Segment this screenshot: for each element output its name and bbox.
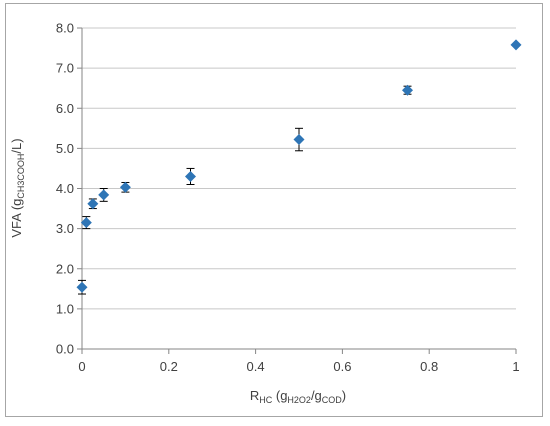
x-axis-title-main: R <box>250 388 259 403</box>
data-point <box>293 134 305 146</box>
chart-area <box>5 3 543 417</box>
y-tick-label: 5.0 <box>56 141 74 156</box>
data-point <box>80 217 92 229</box>
x-tick-label: 0.2 <box>160 359 178 374</box>
y-tick-label: 8.0 <box>56 21 74 36</box>
data-point <box>185 170 196 182</box>
x-tick-label: 0.4 <box>247 359 265 374</box>
data-point <box>98 189 110 201</box>
x-tick-label: 1 <box>512 359 519 374</box>
x-tick-label: 0.6 <box>333 359 351 374</box>
x-axis-title-end: ) <box>342 388 346 403</box>
y-tick-labels: 0.0 1.0 2.0 3.0 4.0 5.0 6.0 7.0 8.0 <box>56 21 74 357</box>
x-axis-title: RHC (gH2O2/gCOD) <box>250 388 346 405</box>
gridlines <box>82 27 516 310</box>
data-point <box>510 39 522 51</box>
axes <box>77 27 517 354</box>
y-axis-title-end: /L) <box>9 138 24 153</box>
y-axis-title: VFA (gCH3COOH/L) <box>9 138 26 237</box>
data-point <box>87 198 99 210</box>
data-point <box>119 181 131 193</box>
y-tick-label: 3.0 <box>56 221 74 236</box>
y-tick-label: 2.0 <box>56 261 74 276</box>
y-tick-label: 6.0 <box>56 101 74 116</box>
data-point <box>402 84 413 96</box>
x-axis-title-mid: (g <box>272 388 287 403</box>
data-points <box>76 39 522 293</box>
x-tick-labels: 0 0.2 0.4 0.6 0.8 1 <box>78 359 519 374</box>
x-axis-title-mid2: /g <box>311 388 322 403</box>
y-axis-title-sub: CH3COOH <box>16 154 26 199</box>
y-axis-title-main: VFA (g <box>9 199 24 238</box>
y-tick-label: 1.0 <box>56 301 74 316</box>
data-point <box>76 281 88 293</box>
y-tick-label: 0.0 <box>56 342 74 357</box>
x-tick-label: 0 <box>78 359 85 374</box>
y-tick-label: 4.0 <box>56 181 74 196</box>
y-tick-label: 7.0 <box>56 61 74 76</box>
x-tick-label: 0.8 <box>420 359 438 374</box>
x-axis-title-sub2: H2O2 <box>287 395 311 405</box>
x-axis-title-sub1: HC <box>259 395 272 405</box>
x-axis-title-sub3: COD <box>322 395 343 405</box>
